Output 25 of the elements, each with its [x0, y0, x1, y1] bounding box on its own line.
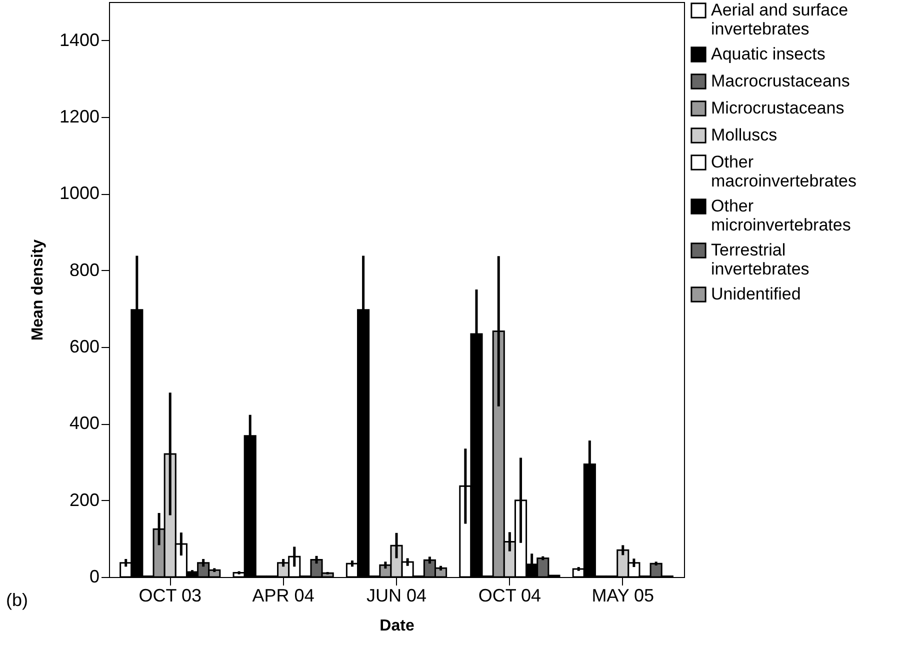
- y-tick-label: 0: [89, 566, 100, 586]
- y-axis-title: Mean density: [29, 239, 46, 341]
- legend-label: Microcrustaceans: [711, 98, 844, 118]
- x-tick-label: APR 04: [252, 586, 314, 606]
- y-tick-label: 1200: [59, 106, 100, 126]
- y-tick-label: 400: [69, 413, 100, 434]
- x-tick-label: OCT 03: [138, 586, 202, 606]
- x-tick-label: MAY 05: [592, 586, 654, 606]
- legend-label: Aquatic insects: [711, 44, 826, 64]
- x-tick-label: OCT 04: [478, 586, 542, 606]
- y-tick-label: 800: [69, 260, 100, 280]
- legend-label: Other macroinvertebrates: [711, 152, 857, 190]
- y-tick-label: 1400: [59, 30, 100, 50]
- legend-label: Other microinvertebrates: [711, 196, 851, 234]
- y-tick-label: 600: [69, 336, 100, 356]
- legend-label: Terrestrial invertebrates: [711, 240, 810, 278]
- text: (b): [6, 590, 28, 611]
- legend-label: Molluscs: [711, 126, 778, 144]
- y-tick-label: 1000: [59, 183, 100, 204]
- x-axis-title: Date: [380, 618, 414, 634]
- y-tick-label: 200: [69, 490, 100, 510]
- legend-label: Unidentified: [711, 284, 801, 304]
- legend-label: Aerial and surface invertebrates: [711, 0, 848, 38]
- x-tick-label: JUN 04: [366, 586, 427, 606]
- legend-label: Macrocrustaceans: [711, 72, 850, 90]
